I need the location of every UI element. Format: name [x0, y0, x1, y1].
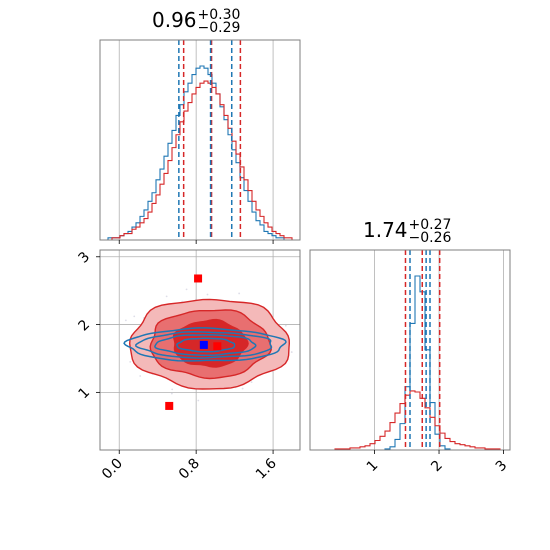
- bottom-left-ytick-label-0: 1: [76, 385, 94, 403]
- bottom-left-sample-point: [124, 319, 127, 322]
- bottom-right-xtick-label-2: 3: [493, 458, 511, 476]
- bottom-left-xtick-label-0: 0.0: [99, 456, 126, 483]
- bottom-right-blue-series: [310, 275, 510, 450]
- bottom-left-sample-point: [241, 387, 244, 390]
- bottom-left-red-marker-1: [165, 401, 174, 410]
- bottom-left-blue-marker-0: [199, 340, 208, 349]
- bottom-right-plot-area: [310, 250, 510, 450]
- top-left-title-minus: −0.29: [197, 19, 241, 36]
- bottom-left-sample-point: [129, 360, 132, 363]
- bottom-left-sample-point: [170, 392, 173, 395]
- bottom-right-frame: [309, 249, 511, 451]
- top-left-red-series: [100, 80, 300, 240]
- bottom-left-plot-area: [100, 250, 300, 450]
- bottom-right-title-plus: +0.27: [408, 216, 452, 233]
- top-left-title-plus: +0.30: [197, 6, 241, 23]
- bottom-right-title: 1.74 +0.27 −0.26: [363, 218, 451, 245]
- bottom-left-sample-point: [171, 388, 174, 391]
- bottom-left-sample-point: [197, 399, 200, 402]
- bottom-left-sample-point: [206, 293, 209, 296]
- bottom-right-xtick-label-0: 1: [364, 458, 382, 476]
- bottom-left-sample-point: [139, 375, 142, 377]
- bottom-right-title-value: 1.74: [363, 218, 408, 242]
- bottom-left-sample-point: [250, 381, 253, 384]
- top-left-title-value: 0.96: [152, 8, 197, 32]
- bottom-right-xtick-label-1: 2: [428, 458, 446, 476]
- bottom-left-xtick-label-2: 1.6: [253, 455, 280, 482]
- bottom-left-sample-point: [284, 324, 287, 327]
- bottom-left-xtick-label-1: 0.8: [176, 456, 203, 483]
- bottom-left-sample-point: [133, 315, 136, 318]
- bottom-left-red-marker-0: [194, 274, 203, 283]
- bottom-left-blue-contour-0: [176, 337, 236, 353]
- bottom-left-frame: [99, 249, 301, 451]
- bottom-left-sample-point: [185, 288, 188, 291]
- bottom-left-sample-point: [238, 292, 241, 295]
- bottom-left-ytick-label-1: 2: [76, 317, 94, 335]
- bottom-left-blue-contour-2: [135, 330, 273, 359]
- top-left-plot-area: [100, 40, 300, 240]
- bottom-right-title-minus: −0.26: [408, 229, 452, 246]
- top-left-title: 0.96 +0.30 −0.29: [152, 8, 240, 35]
- bottom-left-blue-contour-3: [123, 327, 287, 362]
- bottom-left-red-marker-2: [213, 342, 222, 351]
- bottom-left-sample-point: [165, 295, 168, 298]
- bottom-left-sample-point: [290, 351, 293, 353]
- bottom-left-ytick-label-2: 3: [76, 249, 94, 267]
- top-left-frame: [99, 39, 301, 241]
- bottom-right-red-series: [310, 390, 510, 450]
- bottom-left-blue-contour-1: [154, 334, 257, 357]
- top-left-blue-series: [100, 65, 300, 240]
